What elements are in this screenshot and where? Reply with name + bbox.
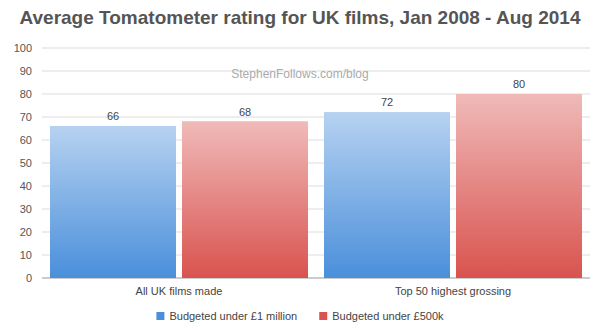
data-labels: 66 68 72 80 — [107, 78, 525, 122]
y-tick-label: 100 — [14, 42, 32, 54]
bars — [50, 94, 582, 278]
legend-label: Budgeted under £500k — [332, 310, 444, 322]
data-label: 72 — [381, 96, 393, 108]
data-label: 68 — [239, 106, 251, 118]
chart: Average Tomatometer rating for UK films,… — [0, 0, 600, 330]
chart-container: Average Tomatometer rating for UK films,… — [0, 0, 600, 330]
y-tick-label: 60 — [20, 134, 32, 146]
legend-swatch — [319, 312, 327, 320]
legend-swatch — [156, 312, 164, 320]
bar — [324, 112, 450, 278]
data-label: 80 — [513, 78, 525, 90]
watermark: StephenFollows.com/blog — [231, 67, 368, 81]
x-tick-label: Top 50 highest grossing — [395, 285, 511, 297]
y-tick-label: 30 — [20, 203, 32, 215]
y-tick-label: 0 — [26, 272, 32, 284]
x-tick-label: All UK films made — [136, 285, 223, 297]
legend: Budgeted under £1 million Budgeted under … — [156, 310, 444, 322]
y-tick-label: 20 — [20, 226, 32, 238]
bar-shine — [50, 126, 176, 278]
bar — [50, 126, 176, 278]
y-tick-label: 90 — [20, 65, 32, 77]
legend-label: Budgeted under £1 million — [169, 310, 297, 322]
y-tick-label: 80 — [20, 88, 32, 100]
bar — [456, 94, 582, 278]
legend-item: Budgeted under £1 million — [156, 310, 297, 322]
y-tick-label: 50 — [20, 157, 32, 169]
grid — [42, 48, 590, 278]
data-label: 66 — [107, 110, 119, 122]
y-tick-label: 10 — [20, 249, 32, 261]
grid-line — [42, 48, 590, 49]
y-tick-label: 70 — [20, 111, 32, 123]
bar-shine — [324, 112, 450, 278]
bar — [182, 122, 308, 278]
title: Average Tomatometer rating for UK films,… — [19, 7, 580, 28]
legend-item: Budgeted under £500k — [319, 310, 444, 322]
bar-shine — [182, 122, 308, 278]
bar-shine — [456, 94, 582, 278]
y-tick-label: 40 — [20, 180, 32, 192]
